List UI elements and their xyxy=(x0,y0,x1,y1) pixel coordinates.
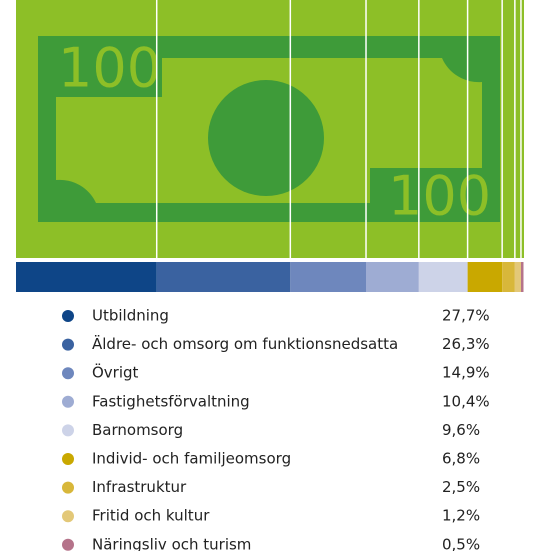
legend-label: Utbildning xyxy=(92,307,169,325)
bar-segment xyxy=(366,262,419,292)
legend-label: Övrigt xyxy=(92,363,139,382)
legend-dot xyxy=(62,538,74,551)
bar-segment xyxy=(520,262,524,292)
value-label: 9,6% xyxy=(442,421,480,439)
note-circle xyxy=(208,80,324,196)
legend-label: Äldre- och omsorg om funktionsnedsatta xyxy=(92,334,398,353)
legend-dot xyxy=(62,395,74,408)
legend-label: Infrastruktur xyxy=(92,478,187,496)
legend-label: Näringsliv och turism xyxy=(92,535,251,551)
legend-label: Fastighetsförvaltning xyxy=(92,392,250,410)
legend-dot xyxy=(62,310,74,322)
value-label: 0,5% xyxy=(442,535,480,551)
value-label: 6,8% xyxy=(442,450,480,468)
bar-segment xyxy=(467,262,503,292)
note-corner xyxy=(38,36,162,97)
value-label: 10,4% xyxy=(442,392,490,410)
legend-dot xyxy=(62,453,74,465)
note-denomination: 100 xyxy=(388,165,491,228)
bar-segment xyxy=(418,262,468,292)
legend-dot xyxy=(62,424,74,437)
note-denomination: 100 xyxy=(58,37,161,100)
legend-label: Barnomsorg xyxy=(92,421,183,439)
value-label: 27,7% xyxy=(442,307,490,325)
note-corner xyxy=(370,168,500,222)
bar-segment xyxy=(156,262,291,292)
note-ornament xyxy=(442,58,482,83)
value-label: 26,3% xyxy=(442,335,490,353)
value-label: 1,2% xyxy=(442,507,480,525)
bar-segment xyxy=(290,262,367,292)
legend-label: Individ- och familjeomsorg xyxy=(92,450,291,468)
bar-segment xyxy=(502,262,515,292)
value-label: 14,9% xyxy=(442,364,490,382)
legend-dot xyxy=(62,338,74,351)
bar-segment xyxy=(514,262,521,292)
legend-dot xyxy=(62,367,74,380)
note-ornament xyxy=(56,179,96,203)
legend-dot xyxy=(62,510,74,523)
banknote: 100 100 xyxy=(16,0,524,258)
value-label: 2,5% xyxy=(442,478,480,496)
legend-label: Fritid och kultur xyxy=(92,507,210,525)
bar-segment xyxy=(16,262,157,292)
legend-dot xyxy=(62,481,74,494)
